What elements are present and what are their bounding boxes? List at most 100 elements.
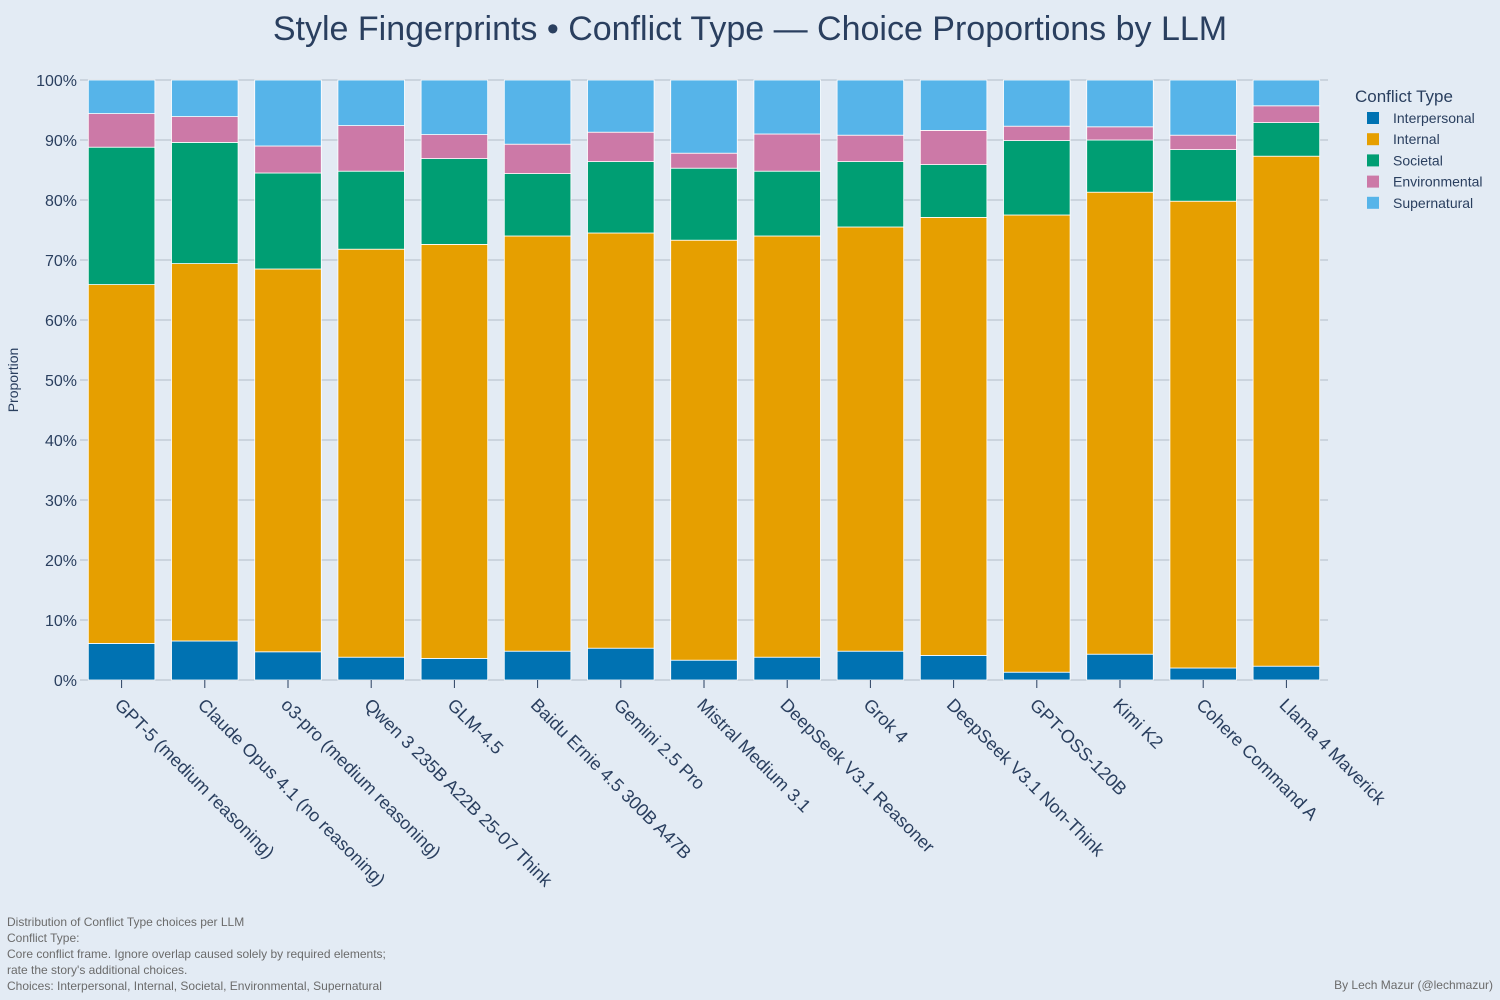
bar-segment-environmental — [1169, 134, 1237, 150]
bar-segment-societal — [919, 164, 988, 218]
bar-segment-internal — [337, 248, 405, 658]
legend-swatch-interpersonal — [1367, 112, 1379, 124]
legend-item-interpersonal[interactable]: Interpersonal — [1393, 110, 1475, 126]
bar-segment-supernatural — [919, 79, 988, 131]
y-tick-label: 80% — [45, 193, 77, 210]
bar-segment-societal — [1003, 140, 1071, 216]
bar-segment-supernatural — [171, 79, 239, 117]
bar-segment-interpersonal — [171, 640, 239, 681]
bar-segment-societal — [670, 167, 738, 241]
y-tick-label: 0% — [54, 673, 77, 690]
bar-segment-interpersonal — [1169, 667, 1237, 681]
bar-segment-interpersonal — [1003, 671, 1071, 681]
bar-segment-supernatural — [1252, 79, 1321, 107]
legend-swatch-societal — [1367, 154, 1379, 167]
bar-segment-supernatural — [587, 79, 655, 133]
bar-segment-internal — [587, 232, 655, 649]
bar-segment-societal — [753, 170, 821, 237]
legend-swatch-environmental — [1367, 175, 1379, 188]
x-tick-label: GLM-4.5 — [444, 695, 508, 759]
bar-segment-societal — [1086, 139, 1154, 193]
x-tick-label: DeepSeek V3.1 Non-Think — [943, 695, 1109, 861]
bar-segment-supernatural — [670, 79, 738, 154]
y-tick-label: 20% — [45, 553, 77, 570]
footnote-line: rate the story's additional choices. — [7, 963, 188, 977]
bar-segment-environmental — [254, 145, 322, 174]
y-tick-label: 50% — [45, 373, 77, 390]
chart-title: Style Fingerprints • Conflict Type — Cho… — [273, 10, 1227, 48]
legend[interactable]: Conflict Type Interpersonal Internal Socie… — [1355, 87, 1483, 211]
bar-segment-internal — [87, 284, 156, 644]
bar-segment-societal — [337, 170, 405, 250]
bar-segment-supernatural — [420, 79, 489, 135]
bar-segment-societal — [1252, 122, 1321, 157]
bar-segment-internal — [171, 263, 239, 642]
bar-segment-supernatural — [254, 79, 322, 147]
bar-segment-environmental — [503, 143, 572, 174]
bar-segment-interpersonal — [503, 650, 572, 681]
x-axis-ticks: GPT-5 (medium reasoning)Claude Opus 4.1 … — [111, 680, 1390, 891]
bar-segment-internal — [1086, 191, 1154, 655]
bar-segment-societal — [1169, 149, 1237, 202]
bar-segment-interpersonal — [87, 643, 156, 681]
x-tick-label: Grok 4 — [860, 695, 912, 747]
bar-segment-environmental — [337, 125, 405, 172]
bar-segment-societal — [254, 172, 322, 270]
bar-segment-societal — [171, 141, 239, 264]
footnote-line: Distribution of Conflict Type choices pe… — [7, 915, 245, 929]
footnote-line: Conflict Type: — [7, 931, 80, 945]
bar-segment-interpersonal — [1086, 653, 1154, 681]
bar-segment-supernatural — [836, 79, 905, 136]
legend-item-societal[interactable]: Societal — [1393, 152, 1443, 168]
bar-segment-societal — [87, 146, 156, 285]
legend-item-environmental[interactable]: Environmental — [1393, 174, 1483, 190]
bar-segment-internal — [254, 268, 322, 653]
bar-segment-societal — [503, 173, 572, 237]
y-axis-title: Proportion — [5, 348, 21, 413]
bar-segment-environmental — [919, 129, 988, 165]
x-tick-label: DeepSeek V3.1 Reasoner — [776, 695, 938, 857]
bar-segment-supernatural — [753, 79, 821, 135]
bar-segment-interpersonal — [753, 656, 821, 681]
bar-segment-environmental — [87, 113, 156, 148]
bar-segment-supernatural — [87, 79, 156, 114]
bar-segment-societal — [420, 158, 489, 245]
footnote-line: Core conflict frame. Ignore overlap caus… — [7, 947, 386, 961]
bar-segment-environmental — [1252, 105, 1321, 124]
bar-segment-supernatural — [1086, 79, 1154, 128]
bar-segment-environmental — [836, 134, 905, 162]
footnote: Distribution of Conflict Type choices pe… — [7, 914, 386, 994]
legend-item-internal[interactable]: Internal — [1393, 131, 1440, 147]
y-tick-label: 70% — [45, 253, 77, 270]
x-tick-label: Baidu Ernie 4.5 300B A47B — [527, 695, 695, 863]
y-tick-label: 90% — [45, 133, 77, 150]
legend-swatch-internal — [1367, 133, 1379, 146]
bar-segment-supernatural — [1169, 79, 1237, 136]
bar-segment-environmental — [670, 152, 738, 169]
bar-segment-internal — [670, 239, 738, 661]
bar-segment-interpersonal — [420, 658, 489, 681]
bar-segment-environmental — [753, 133, 821, 172]
bar-segment-interpersonal — [254, 651, 322, 681]
legend-title: Conflict Type — [1355, 87, 1453, 106]
bar-segment-environmental — [420, 134, 489, 160]
bar-segment-environmental — [171, 116, 239, 143]
x-tick-label: Kimi K2 — [1109, 695, 1167, 753]
bar-segment-internal — [919, 216, 988, 656]
bar-segment-internal — [1169, 200, 1237, 669]
bar-segment-interpersonal — [337, 656, 405, 681]
legend-swatch-supernatural — [1367, 196, 1379, 209]
y-tick-label: 60% — [45, 313, 77, 330]
bar-segment-internal — [753, 235, 821, 658]
legend-item-supernatural[interactable]: Supernatural — [1393, 195, 1473, 211]
bar-segment-environmental — [1003, 125, 1071, 141]
y-tick-label: 10% — [45, 613, 77, 630]
bar-segment-societal — [587, 161, 655, 234]
bar-segment-supernatural — [1003, 79, 1071, 127]
y-axis-ticks: 0% 10% 20% 30% 40% 50% 60% 70% 80% 90% 100% — [36, 73, 77, 690]
bar-segment-interpersonal — [836, 650, 905, 681]
bar-segment-interpersonal — [587, 647, 655, 681]
bar-segment-supernatural — [337, 79, 405, 126]
author-credit: By Lech Mazur (@lechmazur) — [1334, 978, 1493, 992]
x-tick-label: o3-pro (medium reasoning) — [277, 695, 445, 863]
